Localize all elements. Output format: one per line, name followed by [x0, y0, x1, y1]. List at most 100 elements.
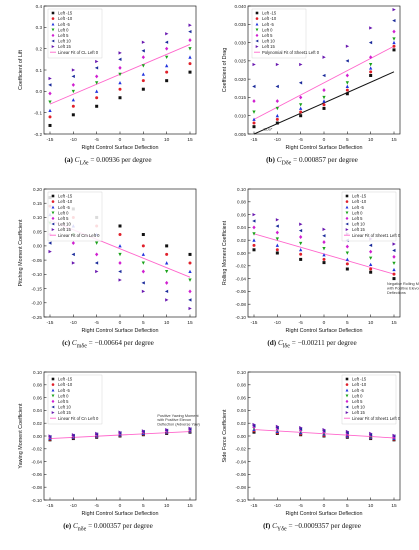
data-point-b: [252, 125, 256, 129]
legend-marker-d: [345, 200, 349, 203]
legend-label-e: Left -15: [58, 377, 73, 382]
data-point-b: [345, 92, 349, 96]
caption-d: (d) Clδe = −0.00211 per degree: [214, 339, 410, 349]
data-point-d: [392, 242, 396, 246]
legend-label-d: Left 5: [352, 216, 363, 221]
legend-label-e: Left 0: [58, 393, 69, 398]
y-tick-label-f: 0.10: [237, 370, 246, 375]
y-tick-label-e: 0.06: [33, 395, 42, 400]
y-tick-label-c: -0.25: [32, 315, 43, 320]
y-tick-label-f: -0.04: [236, 459, 247, 464]
x-tick-label-c: 10: [164, 320, 170, 326]
data-point-d: [252, 243, 256, 247]
data-point-c: [141, 252, 145, 256]
y-axis-label-b: Coefficient of Drag: [222, 48, 228, 93]
data-point-a: [118, 65, 122, 70]
legend-label-c: Left 15: [58, 227, 71, 232]
legend-label-b: Left 0: [262, 27, 273, 32]
data-point-c: [165, 244, 169, 248]
data-point-b: [322, 103, 326, 107]
y-tick-label-c: 0.15: [33, 201, 42, 206]
legend-box-e: [47, 374, 103, 425]
data-point-a: [188, 70, 192, 74]
y-tick-label-d: 0.00: [237, 251, 246, 256]
annotation-e: with Positive Elevon: [157, 418, 191, 422]
data-point-a: [141, 40, 146, 44]
y-axis-label-c: Pitching Moment Coefficient: [18, 219, 24, 287]
legend-label-c: Left 5: [58, 216, 69, 221]
chart-e: -0.10 -0.08 -0.06 -0.04 -0.02 0.00 0.02 0.04 0.0…: [18, 370, 201, 517]
data-point-a: [164, 40, 169, 44]
y-tick-label-f: 0.06: [237, 395, 246, 400]
legend-marker-c: [51, 200, 55, 203]
legend-label-a: Left 10: [58, 39, 71, 44]
x-axis-label-f: Right Control Surface Deflection: [285, 511, 362, 517]
data-point-a: [118, 96, 122, 100]
y-tick-label-c: 0.00: [33, 244, 42, 249]
data-point-a: [165, 55, 169, 59]
x-tick-label-d: 0: [323, 320, 326, 326]
data-point-a: [165, 46, 169, 51]
data-point-e: [118, 430, 122, 434]
data-point-a: [71, 68, 76, 72]
legend-marker-f: [345, 377, 349, 381]
data-point-a: [118, 72, 122, 77]
data-point-d: [392, 267, 396, 272]
x-tick-label-a: -15: [47, 137, 54, 143]
data-point-f: [322, 430, 326, 435]
x-tick-label-e: 15: [187, 503, 193, 509]
legend-label-d: Left -10: [352, 199, 367, 204]
chart-d: -0.10 -0.08 -0.06 -0.04 -0.02 0.00 0.02 0.04 0.0…: [222, 187, 419, 334]
data-point-d: [252, 225, 256, 230]
legend-marker-a: [51, 28, 55, 32]
data-point-c: [188, 298, 192, 302]
y-tick-label-c: -0.15: [32, 286, 43, 291]
legend-marker-a: [51, 11, 55, 15]
data-point-d: [299, 235, 303, 239]
data-point-b: [322, 55, 326, 59]
x-tick-label-a: -5: [95, 137, 100, 143]
y-tick-label-c: 0.10: [33, 215, 42, 220]
y-tick-label-e: 0.04: [33, 408, 42, 413]
data-point-a: [118, 81, 122, 85]
x-tick-label-f: -10: [274, 503, 281, 509]
x-tick-label-c: 0: [119, 320, 122, 326]
data-point-c: [188, 278, 192, 282]
legend-marker-e: [51, 411, 55, 415]
caption-text-d: = −0.00211 per degree: [291, 339, 357, 347]
legend-label-a: Left -5: [58, 22, 71, 27]
caption-sub-f: Yδe: [276, 526, 287, 533]
data-point-b: [299, 110, 303, 114]
x-tick-label-a: -10: [70, 137, 77, 143]
data-point-b: [299, 103, 303, 107]
x-tick-label-e: 0: [119, 503, 122, 509]
data-point-e: [188, 426, 192, 430]
data-point-d: [392, 261, 396, 266]
y-axis-label-f: Side Force Coefficient: [222, 409, 228, 462]
y-tick-label-b: 0.040: [235, 4, 247, 9]
caption-label-c: (c): [62, 339, 71, 347]
legend-label-e: Left 5: [58, 399, 69, 404]
data-point-a: [165, 32, 169, 36]
x-tick-label-a: 5: [142, 137, 145, 143]
caption-label-b: (b): [266, 156, 275, 164]
y-tick-label-a: 0.1: [36, 68, 43, 73]
x-tick-label-d: -5: [299, 320, 304, 326]
y-tick-label-f: -0.02: [236, 447, 247, 452]
x-tick-label-f: 10: [368, 503, 374, 509]
y-tick-label-f: 0.08: [237, 383, 246, 388]
data-point-b: [252, 110, 256, 114]
chart-a: -0.2 -0.1 0.0 0.1 0.2 0.3 0.4 -15 -10 -5 0 5 10 15 Rig…: [18, 4, 197, 151]
data-point-a: [71, 104, 75, 108]
y-tick-label-a: 0.3: [36, 25, 43, 30]
legend-label-e: Left 10: [58, 405, 71, 410]
data-point-d: [275, 243, 279, 247]
legend-marker-d: [345, 216, 349, 221]
data-point-d: [369, 267, 373, 271]
x-tick-label-c: -15: [47, 320, 54, 326]
data-point-c: [95, 269, 99, 274]
data-point-f: [369, 431, 373, 436]
y-tick-label-c: -0.10: [32, 272, 43, 277]
caption-label-d: (d): [267, 339, 277, 347]
y-tick-label-c: 0.20: [33, 187, 42, 192]
